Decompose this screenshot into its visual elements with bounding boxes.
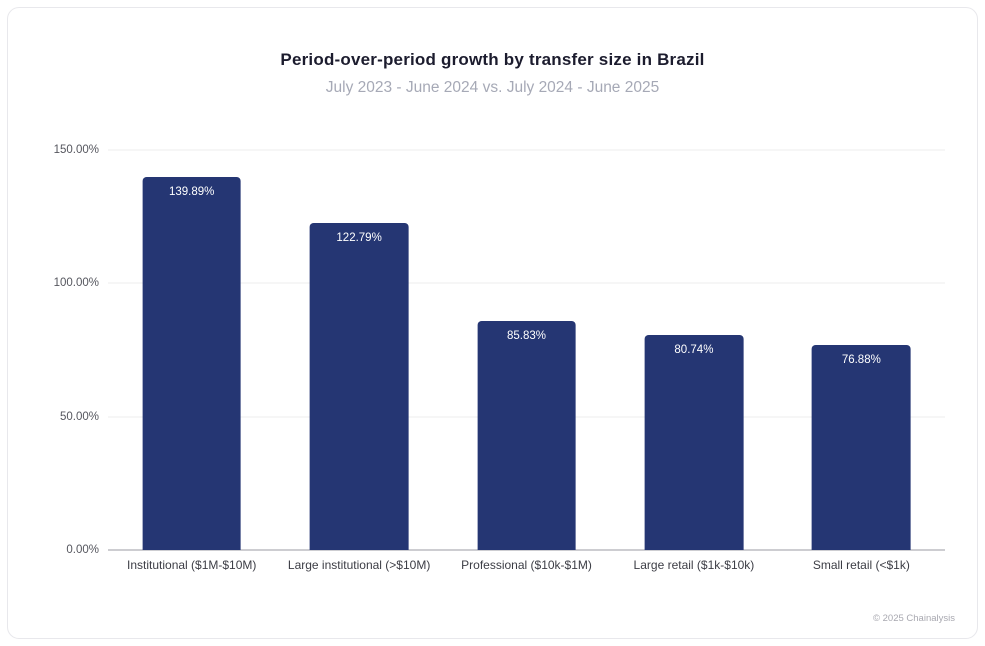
- y-axis-tick-label: 150.00%: [53, 144, 99, 156]
- chart-title: Period-over-period growth by transfer si…: [280, 50, 705, 69]
- bar-value-label: 122.79%: [336, 231, 382, 244]
- bar-2: 122.79%: [309, 222, 409, 550]
- bar-5: 76.88%: [811, 345, 911, 550]
- x-axis-category-label: Institutional ($1M-$10M): [127, 558, 257, 572]
- y-axis-tick-label: 100.00%: [53, 277, 99, 290]
- bar-value-label: 76.88%: [841, 354, 881, 366]
- x-axis-category-label: Large institutional (>$10M): [287, 558, 431, 572]
- bar-slot: 85.83% Professional ($10k-$1M): [443, 150, 610, 572]
- x-axis-category-label: Large retail ($1k-$10k): [633, 558, 755, 572]
- bar-slot: 76.88% Small retail (<$1k): [778, 150, 945, 572]
- bar-slot: 139.89% Institutional ($1M-$10M): [108, 150, 275, 572]
- bar-value-label: 85.83%: [507, 330, 547, 343]
- bar-slot: 122.79% Large institutional (>$10M): [275, 150, 442, 572]
- bar-slot: 80.74% Large retail ($1k-$10k): [610, 150, 777, 572]
- gridline: [108, 149, 945, 151]
- y-axis-tick-label: 50.00%: [59, 410, 99, 423]
- bar-3: 85.83%: [477, 321, 576, 550]
- x-axis-category-label: Small retail (<$1k): [812, 558, 910, 572]
- bar-1: 139.89%: [142, 176, 242, 550]
- bar-4: 80.74%: [644, 334, 744, 550]
- x-axis-category-label: Professional ($10k-$1M): [461, 558, 592, 572]
- chart-subtitle: July 2023 - June 2024 vs. July 2024 - Ju…: [325, 79, 660, 96]
- bar-value-label: 80.74%: [674, 343, 714, 356]
- bar-value-label: 139.89%: [168, 185, 215, 198]
- y-axis-tick-label: 0.00%: [66, 544, 99, 556]
- chart-card: Period-over-period growth by transfer si…: [7, 7, 978, 639]
- bars-container: 139.89% Institutional ($1M-$10M) 122.79% La…: [108, 150, 945, 572]
- plot-area: 0.00% 50.00% 100.00% 150.00% 139.89% Institut…: [54, 144, 945, 572]
- copyright-credit: © 2025 Chainalysis: [873, 613, 955, 624]
- gridline: [108, 282, 945, 284]
- gridline: [108, 549, 945, 551]
